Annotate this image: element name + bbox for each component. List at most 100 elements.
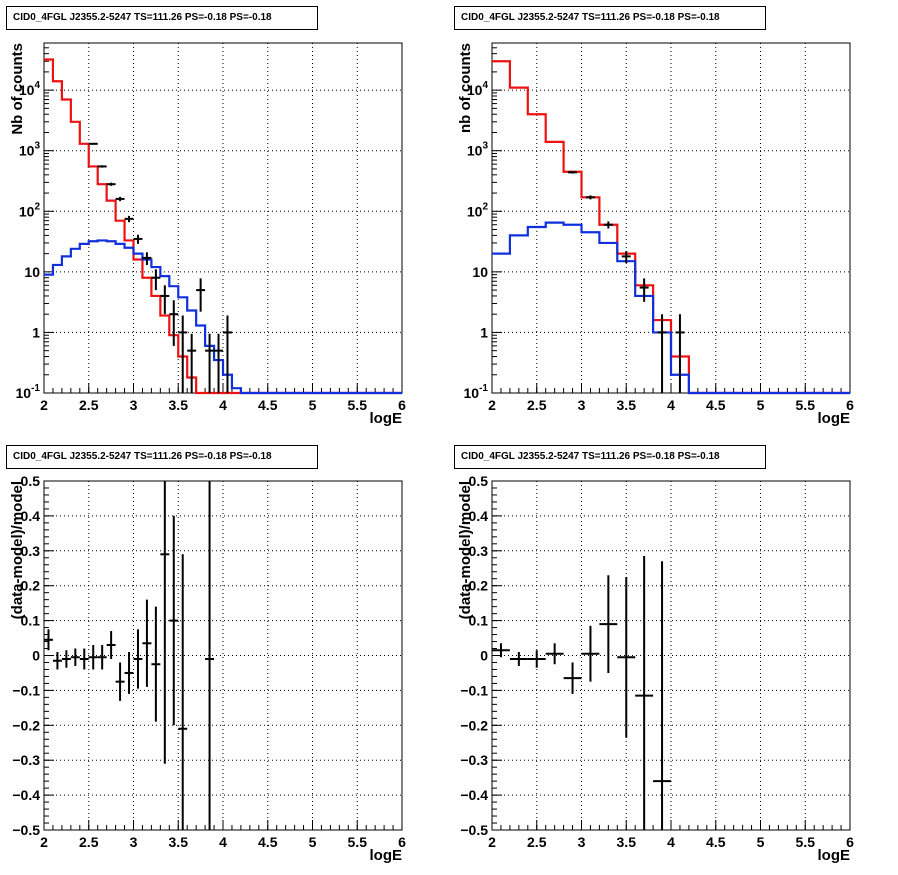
data-series <box>492 60 850 395</box>
y-axis-label: (data-model)/model <box>9 481 26 619</box>
y-tick-label: 0.2 <box>21 578 41 594</box>
axes: 2 2.5 3 3.5 4 4.5 5 5.5 6 10-1 1 10 102 103 104 logE nb … <box>457 42 854 427</box>
x-tick-label: 3 <box>578 834 586 850</box>
data-series <box>44 58 402 395</box>
y-tick-label: 103 <box>19 141 41 159</box>
y-tick-label: 0.3 <box>469 543 489 559</box>
bottom-right-panel: 2 2.5 3 3.5 4 4.5 5 5.5 6 −0.5 −0.4 −0.3 −0.2 −0.1 0 0.… <box>457 473 854 864</box>
data-series <box>492 556 671 830</box>
x-tick-label: 2.5 <box>527 834 547 850</box>
y-tick-label: 103 <box>467 141 489 159</box>
x-tick-label: 3 <box>578 397 586 413</box>
x-tick-label: 3.5 <box>169 834 189 850</box>
plot-frame <box>43 480 403 831</box>
y-axis-label: nb of counts <box>457 43 474 133</box>
y-tick-label: 0.4 <box>469 508 489 524</box>
y-tick-label: 10-1 <box>464 383 489 401</box>
axes: 2 2.5 3 3.5 4 4.5 5 5.5 6 −0.5 −0.4 −0.3 −0.2 −0.1 0 0.… <box>9 473 406 864</box>
panel-title: CID0_4FGL J2355.2-5247 TS=111.26 PS=-0.1… <box>454 445 766 469</box>
x-tick-label: 4.5 <box>706 397 726 413</box>
y-tick-label: 0.3 <box>21 543 41 559</box>
x-tick-label: 4.5 <box>706 834 726 850</box>
x-tick-label: 5 <box>309 834 317 850</box>
x-tick-label: 2 <box>488 397 496 413</box>
x-tick-label: 6 <box>398 397 406 413</box>
axes: 2 2.5 3 3.5 4 4.5 5 5.5 6 −0.5 −0.4 −0.3 −0.2 −0.1 0 0.… <box>457 473 854 864</box>
x-tick-label: 2 <box>488 834 496 850</box>
histogram-line <box>492 221 850 395</box>
y-tick-label: −0.5 <box>460 822 488 838</box>
y-tick-label: 0.5 <box>469 473 489 489</box>
y-tick-label: 10 <box>472 264 488 280</box>
x-tick-label: 3.5 <box>617 397 637 413</box>
x-axis-label: logE <box>370 410 403 427</box>
y-tick-label: 0.1 <box>21 613 41 629</box>
x-tick-label: 3 <box>130 834 138 850</box>
data-series <box>44 481 215 830</box>
grid <box>44 481 402 830</box>
x-tick-label: 2.5 <box>79 834 99 850</box>
x-tick-label: 5 <box>309 397 317 413</box>
y-tick-label: −0.4 <box>12 787 40 803</box>
top-left-panel: 2 2.5 3 3.5 4 4.5 5 5.5 6 10-1 1 10 102 103 104 logE Nb … <box>9 42 406 427</box>
y-tick-label: 0 <box>32 648 40 664</box>
x-tick-label: 5.5 <box>348 834 368 850</box>
y-tick-label: −0.2 <box>460 717 488 733</box>
x-tick-label: 3 <box>130 397 138 413</box>
x-tick-label: 6 <box>846 397 854 413</box>
bottom-left-panel: 2 2.5 3 3.5 4 4.5 5 5.5 6 −0.5 −0.4 −0.3 −0.2 −0.1 0 0.… <box>9 473 406 864</box>
y-tick-label: 0.4 <box>21 508 41 524</box>
y-tick-label: 0.1 <box>469 613 489 629</box>
y-tick-label: −0.1 <box>460 682 488 698</box>
y-tick-label: 104 <box>467 80 489 98</box>
y-tick-label: 1 <box>32 324 40 340</box>
y-tick-label: 0 <box>480 648 488 664</box>
y-tick-label: −0.2 <box>12 717 40 733</box>
x-tick-label: 2 <box>40 834 48 850</box>
top-right-panel: 2 2.5 3 3.5 4 4.5 5 5.5 6 10-1 1 10 102 103 104 logE nb … <box>457 42 854 427</box>
y-tick-label: 104 <box>19 80 41 98</box>
x-tick-label: 6 <box>398 834 406 850</box>
y-tick-label: −0.1 <box>12 682 40 698</box>
histogram-line <box>44 239 402 395</box>
y-tick-label: 10 <box>24 264 40 280</box>
y-tick-label: −0.3 <box>460 752 488 768</box>
panel-title: CID0_4FGL J2355.2-5247 TS=111.26 PS=-0.1… <box>6 6 318 30</box>
y-tick-label: −0.4 <box>460 787 488 803</box>
x-tick-label: 4 <box>667 834 675 850</box>
x-tick-label: 4.5 <box>258 834 278 850</box>
y-tick-label: 102 <box>19 201 41 219</box>
x-tick-label: 2.5 <box>79 397 99 413</box>
histogram-line <box>44 58 402 395</box>
panel-title: CID0_4FGL J2355.2-5247 TS=111.26 PS=-0.1… <box>6 445 318 469</box>
x-tick-label: 5 <box>757 834 765 850</box>
x-tick-label: 4 <box>667 397 675 413</box>
x-tick-label: 2.5 <box>527 397 547 413</box>
x-tick-label: 4 <box>219 834 227 850</box>
y-tick-label: 10-1 <box>16 383 41 401</box>
plot-frame <box>491 42 851 394</box>
grid <box>492 481 850 830</box>
x-axis-label: logE <box>818 847 851 864</box>
plot-frame <box>491 480 851 831</box>
y-tick-label: 102 <box>467 201 489 219</box>
x-tick-label: 5 <box>757 397 765 413</box>
grid <box>44 43 402 393</box>
x-tick-label: 4.5 <box>258 397 278 413</box>
x-tick-label: 5.5 <box>796 397 816 413</box>
y-tick-label: −0.5 <box>12 822 40 838</box>
x-tick-label: 4 <box>219 397 227 413</box>
y-axis-label: Nb of counts <box>9 43 26 135</box>
x-tick-label: 3.5 <box>169 397 189 413</box>
x-axis-label: logE <box>818 410 851 427</box>
y-tick-label: −0.3 <box>12 752 40 768</box>
x-tick-label: 6 <box>846 834 854 850</box>
y-tick-label: 0.2 <box>469 578 489 594</box>
x-tick-label: 5.5 <box>796 834 816 850</box>
x-tick-label: 2 <box>40 397 48 413</box>
y-tick-label: 0.5 <box>21 473 41 489</box>
x-tick-label: 5.5 <box>348 397 368 413</box>
y-axis-label: (data-model)/model <box>457 481 474 619</box>
x-tick-label: 3.5 <box>617 834 637 850</box>
